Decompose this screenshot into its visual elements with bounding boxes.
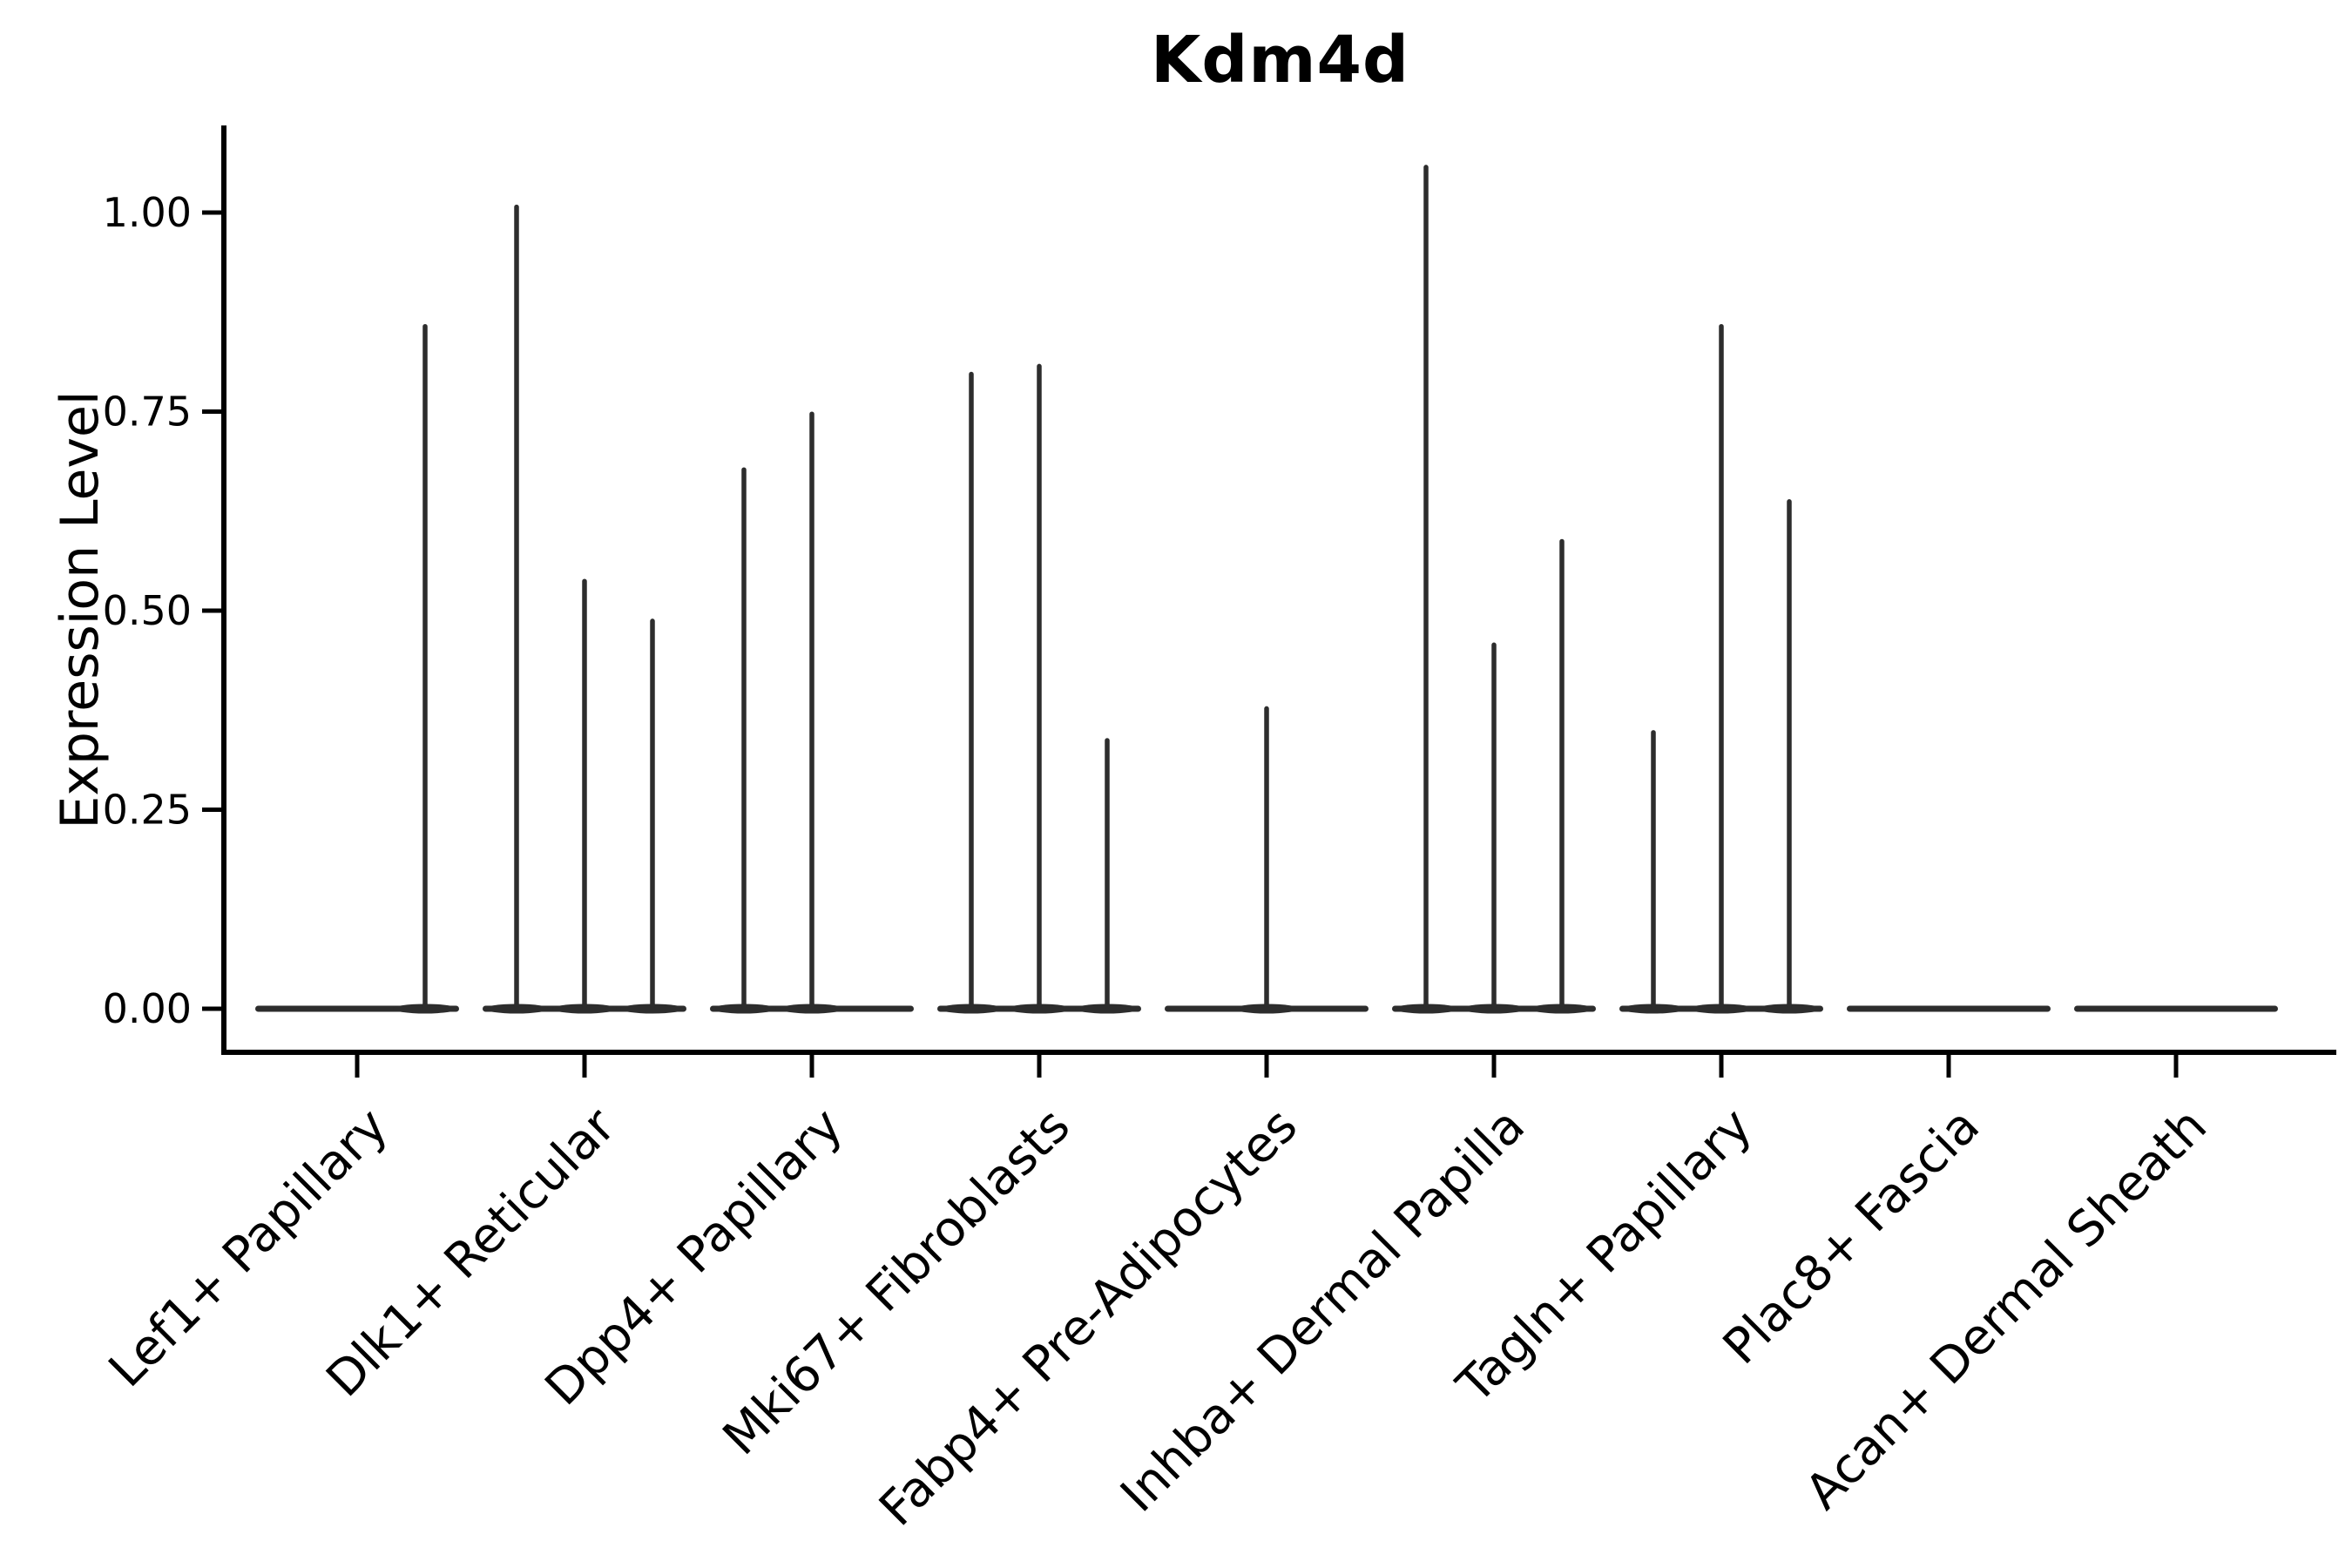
violin-spike-center (1264, 706, 1269, 1009)
violin-spike-center (582, 578, 587, 1009)
violin-category-8 (1847, 1005, 2051, 1012)
violin-spike-right (1559, 538, 1565, 1009)
violin-baseline (2074, 1005, 2278, 1012)
x-tick-label: Fabp4+ Pre-Adipocytes (868, 1098, 1308, 1538)
chart-title: Kdm4d (1151, 23, 1409, 98)
y-tick-label: 0.50 (103, 587, 192, 634)
violin-spike-left (1423, 165, 1429, 1009)
x-tick (1719, 1055, 1724, 1078)
x-tick (809, 1055, 814, 1078)
x-tick-label: Acan+ Dermal Sheath (1794, 1098, 2218, 1521)
y-tick-label: 0.75 (103, 389, 192, 436)
x-tick (1264, 1055, 1269, 1078)
violin-spike-left (969, 371, 974, 1009)
violin-category-1 (255, 323, 459, 1014)
x-tick (1491, 1055, 1497, 1078)
violin-category-5 (1165, 706, 1369, 1014)
violin-spike-right (650, 618, 655, 1009)
violin-spike-right (1787, 499, 1792, 1009)
x-tick (1946, 1055, 1951, 1078)
violin-spike-left (514, 204, 519, 1010)
y-tick (202, 808, 221, 812)
violin-spike-center (809, 411, 814, 1009)
violin-category-9 (2074, 1005, 2278, 1012)
x-tick (355, 1055, 360, 1078)
violin-spike-center (1719, 323, 1724, 1010)
violin-category-4 (937, 363, 1141, 1014)
violin-baseline (1847, 1005, 2051, 1012)
y-tick-label: 0.25 (103, 787, 192, 834)
x-tick-label: Inhba+ Dermal Papilla (1110, 1098, 1536, 1524)
y-tick (202, 1006, 221, 1011)
y-axis-label: Expression Level (50, 390, 111, 829)
y-tick-label: 0.00 (103, 985, 192, 1032)
violin-spike-right (422, 323, 428, 1010)
violin-spike-center (1037, 363, 1042, 1009)
violin-category-2 (483, 204, 686, 1014)
y-tick (202, 608, 221, 613)
violin-category-7 (1619, 323, 1823, 1014)
x-tick (1037, 1055, 1042, 1078)
violin-category-3 (710, 411, 914, 1014)
y-tick (202, 409, 221, 414)
x-tick (582, 1055, 587, 1078)
violin-spike-right (1105, 738, 1110, 1009)
x-axis-line (221, 1050, 2336, 1055)
violin-spike-center (1491, 642, 1497, 1009)
violin-spike-left (1651, 730, 1656, 1009)
y-axis-line (221, 125, 226, 1055)
y-tick-label: 1.00 (103, 189, 192, 236)
y-tick (202, 210, 221, 215)
x-tick (2173, 1055, 2179, 1078)
violin-category-6 (1392, 165, 1596, 1014)
violin-spike-left (741, 467, 747, 1009)
